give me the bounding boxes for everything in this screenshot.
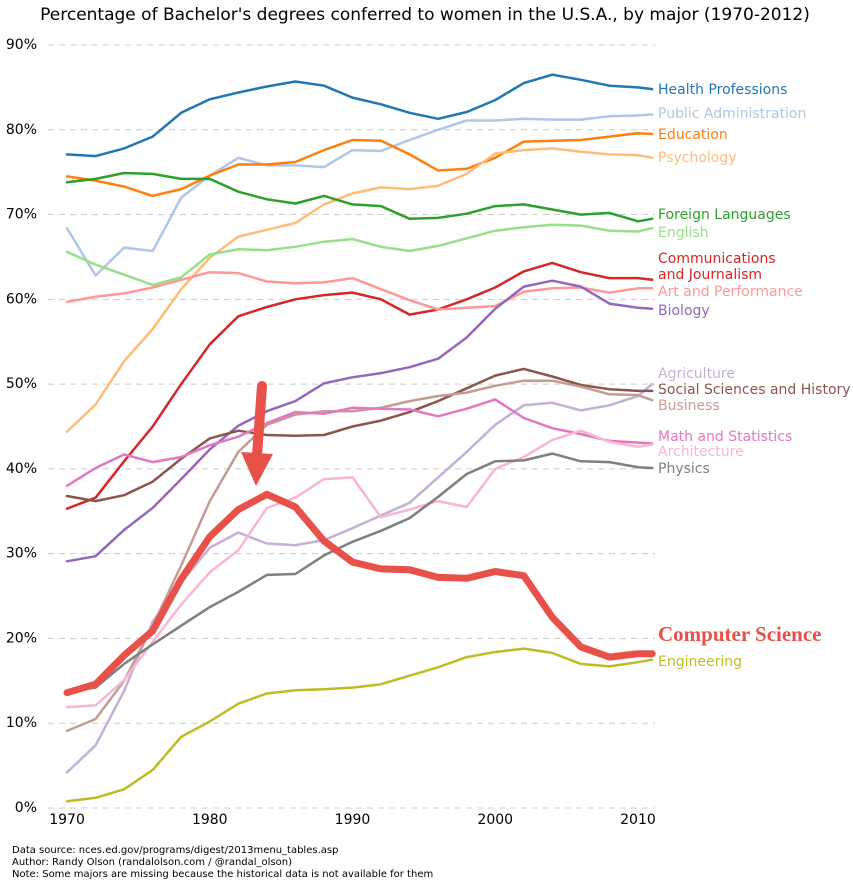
notes: Data source: nces.ed.gov/programs/digest… [12,845,433,881]
series-line [65,429,654,709]
series-label: Foreign Languages [658,207,791,223]
series-label: Engineering [658,654,742,670]
series-line [65,398,654,488]
y-tick-label: 90% [6,37,37,53]
series-line [65,223,654,287]
x-tick-label: 1990 [335,812,371,828]
series-line [65,279,654,563]
series-label: Health Professions [658,82,788,98]
series-line [65,270,654,311]
series-label: Business [658,398,720,414]
y-tick-label: 80% [6,122,37,138]
series-line [65,261,654,510]
series-label: Architecture [658,444,744,460]
series-line [65,379,654,733]
series-label: English [658,225,709,241]
series-label: Social Sciences and History [658,382,851,398]
y-tick-label: 50% [6,376,37,392]
y-tick-label: 0% [15,800,37,816]
chart-title: Percentage of Bachelor's degrees conferr… [40,5,810,25]
series-line [65,171,654,223]
series-line [65,367,654,503]
y-tick-label: 70% [6,207,37,223]
series-line [65,382,654,774]
series-line [65,647,654,803]
series-label: Agriculture [658,366,735,382]
series-line [65,452,654,693]
series-label: Biology [658,303,710,319]
series-line [65,147,654,433]
series-line [63,490,656,697]
series-line [65,113,654,277]
y-tick-label: 30% [6,546,37,562]
y-tick-label: 60% [6,291,37,307]
series-label: Public Administration [658,106,807,122]
series-label: Art and Performance [658,284,803,300]
arrow [241,381,273,486]
series-label: Education [658,127,728,143]
series-line [65,73,654,158]
series-label: Psychology [658,150,737,166]
x-tick-label: 1970 [49,812,85,828]
series-label: Math and Statistics [658,429,793,445]
x-tick-label: 2000 [477,812,513,828]
series-label: Computer Science [658,622,822,646]
series-line [65,131,654,198]
series-label: Physics [658,461,710,477]
note-line: Author: Randy Olson (randalolson.com / @… [12,857,293,868]
x-tick-label: 1980 [192,812,228,828]
note-line: Data source: nces.ed.gov/programs/digest… [12,845,339,856]
y-tick-label: 10% [6,715,37,731]
note-line: Note: Some majors are missing because th… [12,869,434,880]
x-tick-label: 2010 [620,812,656,828]
y-tick-label: 20% [6,630,37,646]
series-label: Communications and Journalism [658,251,776,283]
y-tick-label: 40% [6,461,37,477]
